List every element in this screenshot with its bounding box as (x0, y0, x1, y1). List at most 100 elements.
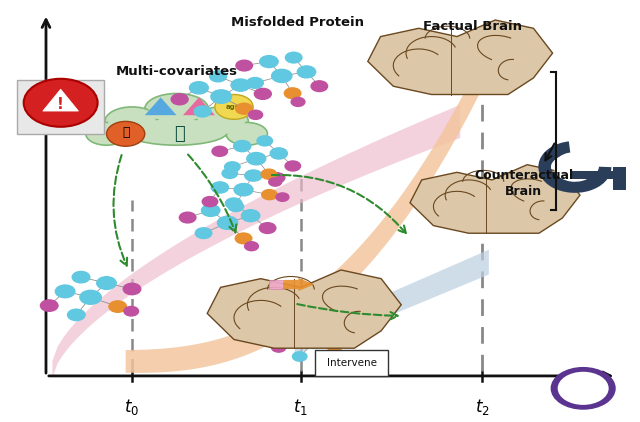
Circle shape (234, 141, 251, 151)
Circle shape (254, 88, 271, 99)
Ellipse shape (145, 93, 209, 124)
Circle shape (72, 271, 90, 283)
Circle shape (284, 88, 301, 99)
Circle shape (362, 307, 377, 317)
Circle shape (298, 66, 316, 78)
Text: $t_0$: $t_0$ (124, 397, 140, 417)
Circle shape (228, 202, 244, 211)
Circle shape (261, 169, 276, 179)
Circle shape (259, 223, 276, 233)
FancyBboxPatch shape (269, 280, 283, 289)
Circle shape (179, 212, 196, 223)
Circle shape (202, 205, 220, 216)
Circle shape (269, 173, 285, 183)
Circle shape (222, 168, 237, 179)
Circle shape (215, 95, 253, 119)
Circle shape (342, 318, 356, 327)
FancyBboxPatch shape (572, 171, 616, 179)
Circle shape (285, 161, 301, 171)
Circle shape (339, 352, 351, 360)
Circle shape (68, 309, 85, 321)
Circle shape (189, 82, 208, 94)
Ellipse shape (125, 118, 228, 145)
Circle shape (301, 321, 316, 330)
Circle shape (40, 300, 58, 311)
Circle shape (247, 152, 266, 165)
Circle shape (308, 294, 324, 305)
Circle shape (245, 170, 262, 181)
Circle shape (225, 198, 242, 209)
Polygon shape (145, 97, 177, 115)
Circle shape (351, 325, 364, 333)
Circle shape (210, 71, 227, 82)
Circle shape (328, 347, 342, 357)
Ellipse shape (148, 95, 205, 123)
Circle shape (305, 316, 320, 325)
Circle shape (194, 106, 211, 117)
Text: !: ! (57, 97, 64, 112)
Text: Counteractual
Brain: Counteractual Brain (474, 169, 573, 198)
Text: Misfolded Protein: Misfolded Protein (231, 16, 364, 29)
Circle shape (262, 189, 277, 200)
Circle shape (269, 178, 282, 186)
Circle shape (311, 81, 328, 92)
Circle shape (285, 331, 301, 342)
Circle shape (324, 304, 342, 316)
Circle shape (244, 242, 259, 251)
Text: Multi-covariates: Multi-covariates (116, 65, 237, 78)
Circle shape (211, 90, 232, 103)
Circle shape (97, 277, 116, 289)
Circle shape (124, 306, 139, 316)
Circle shape (248, 110, 262, 119)
Text: $t_2$: $t_2$ (475, 397, 490, 417)
Polygon shape (183, 97, 215, 115)
Polygon shape (410, 165, 580, 233)
Text: age: age (226, 104, 241, 110)
Circle shape (106, 122, 145, 146)
Circle shape (24, 79, 98, 127)
Circle shape (236, 60, 252, 71)
Circle shape (241, 210, 260, 222)
Polygon shape (125, 44, 489, 373)
Circle shape (289, 303, 303, 312)
Circle shape (291, 97, 305, 106)
Circle shape (247, 78, 263, 88)
Circle shape (218, 216, 237, 229)
Circle shape (260, 56, 278, 68)
Circle shape (271, 69, 292, 82)
Circle shape (234, 184, 253, 196)
Polygon shape (43, 89, 79, 111)
Circle shape (225, 162, 240, 172)
Circle shape (231, 79, 250, 91)
Polygon shape (52, 105, 460, 378)
Circle shape (271, 343, 286, 352)
Polygon shape (368, 20, 552, 95)
Ellipse shape (226, 122, 268, 145)
Circle shape (292, 352, 307, 361)
FancyBboxPatch shape (315, 350, 388, 376)
Circle shape (55, 285, 75, 298)
Circle shape (321, 327, 337, 337)
Text: 🧬: 🧬 (122, 127, 129, 140)
Circle shape (202, 197, 218, 207)
Circle shape (305, 337, 323, 349)
Circle shape (195, 228, 212, 238)
Ellipse shape (105, 107, 159, 136)
Circle shape (124, 283, 141, 295)
Text: Intervene: Intervene (326, 358, 376, 368)
Text: 🎓: 🎓 (175, 125, 185, 143)
Circle shape (236, 233, 252, 244)
Circle shape (276, 193, 289, 201)
Circle shape (344, 297, 360, 307)
Ellipse shape (228, 124, 265, 144)
FancyBboxPatch shape (613, 167, 626, 189)
Circle shape (328, 287, 343, 297)
Ellipse shape (194, 107, 248, 136)
FancyArrow shape (284, 278, 314, 291)
Ellipse shape (88, 124, 125, 144)
Circle shape (171, 94, 188, 105)
Circle shape (80, 290, 101, 304)
Text: Factual Brain: Factual Brain (424, 20, 522, 33)
Circle shape (341, 333, 356, 343)
Circle shape (109, 301, 127, 312)
